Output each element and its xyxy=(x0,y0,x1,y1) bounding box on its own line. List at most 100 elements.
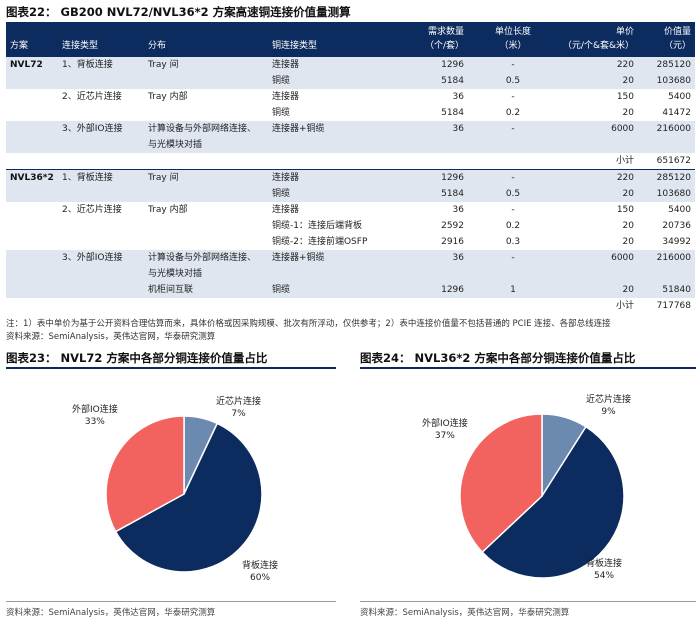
copper-type-cell xyxy=(268,266,398,282)
unit-price-cell: 20 xyxy=(558,186,638,202)
distribution-cell: 机柜间互联 xyxy=(144,282,268,298)
chart24-bottom-rule xyxy=(360,601,696,602)
unit-price-cell: 6000 xyxy=(558,121,638,137)
copper-type-cell: 连接器 xyxy=(268,169,398,186)
quantity-cell: 36 xyxy=(398,250,468,266)
pie-slice-backplane xyxy=(481,425,625,579)
scheme-cell xyxy=(6,266,58,282)
chart23-title: 图表23： NVL72 方案中各部分铜连接价值量占比 xyxy=(6,351,268,365)
unit-price-cell: 150 xyxy=(616,205,634,215)
distribution-cell xyxy=(144,218,268,234)
scheme-cell: NVL36*2 xyxy=(6,169,58,186)
pie-label-percent: 54% xyxy=(594,571,615,581)
pie-label-backplane: 背板连接 60% xyxy=(242,560,278,584)
subtotal-label: 小计 xyxy=(615,301,634,311)
conn-type-cell xyxy=(58,266,144,282)
copper-type-cell: 连接器 xyxy=(268,56,398,73)
unit-length-cell: 0.2 xyxy=(505,221,521,231)
copper-type-cell: 铜缆-2：连接前端OSFP xyxy=(272,237,368,247)
pie-label-percent: 33% xyxy=(84,417,105,427)
copper-type-cell: 铜缆 xyxy=(268,73,398,89)
scheme-cell xyxy=(6,282,58,298)
pie-label-percent: 7% xyxy=(231,409,246,419)
unit-length-cell: 0.5 xyxy=(468,186,558,202)
copper-type-cell: 连接器+铜缆 xyxy=(268,121,398,137)
unit-length-cell xyxy=(468,266,558,282)
copper-type-cell: 铜缆 xyxy=(268,186,398,202)
distribution-cell: Tray 间 xyxy=(144,169,268,186)
chart24-title-rule xyxy=(360,367,696,369)
pie-label-external-io: 外部IO连接 37% xyxy=(422,418,468,442)
quantity-cell: 36 xyxy=(452,205,464,215)
conn-type-cell: 2、近芯片连接 xyxy=(62,92,122,102)
unit-length-cell: - xyxy=(468,250,558,266)
scheme-cell xyxy=(6,202,58,218)
unit-price-cell: 6000 xyxy=(558,250,638,266)
quantity-cell: 36 xyxy=(452,92,464,102)
value-cell: 20736 xyxy=(662,221,691,231)
table-row: 机柜间互联 铜缆 1296 1 20 51840 xyxy=(6,282,695,298)
scheme-cell xyxy=(6,250,58,266)
nvl72-pie-chart xyxy=(105,415,263,573)
distribution-cell xyxy=(144,186,268,202)
header-copper-type-label: 铜连接类型 xyxy=(268,39,398,57)
value-cell: 5400 xyxy=(668,205,691,215)
table-title: 图表22： GB200 NVL72/NVL36*2 方案高速铜连接价值量测算 xyxy=(6,5,351,19)
header-scheme-label: 方案 xyxy=(6,39,58,57)
table-row: 铜缆 5184 0.5 20 103680 xyxy=(6,73,695,89)
pie-label-category: 背板连接 xyxy=(586,559,623,569)
conn-type-cell: 1、背板连接 xyxy=(58,56,144,73)
value-cell: 285120 xyxy=(638,56,695,73)
conn-type-cell xyxy=(58,186,144,202)
unit-price-cell: 20 xyxy=(622,237,634,247)
pie-label-category: 近芯片连接 xyxy=(586,395,632,405)
header-unit-length-unit: （米） xyxy=(468,39,558,57)
quantity-cell: 1296 xyxy=(398,169,468,186)
unit-price-cell xyxy=(558,137,638,153)
unit-length-cell: - xyxy=(468,56,558,73)
quantity-cell: 5184 xyxy=(441,108,464,118)
unit-length-cell: - xyxy=(511,92,515,102)
scheme-cell xyxy=(6,186,58,202)
unit-price-cell: 220 xyxy=(558,169,638,186)
distribution-cell: 与光模块对插 xyxy=(144,266,268,282)
table-row: 铜缆 5184 0.2 20 41472 xyxy=(6,105,695,121)
distribution-cell: Tray 间 xyxy=(144,56,268,73)
header-unit-price: 单价 xyxy=(558,22,638,39)
pie-label-category: 外部IO连接 xyxy=(422,419,468,429)
value-cell xyxy=(638,137,695,153)
unit-length-cell xyxy=(468,137,558,153)
pie-label-near-chip: 近芯片连接 7% xyxy=(216,396,261,420)
distribution-cell: 与光模块对插 xyxy=(144,137,268,153)
copper-type-cell: 铜缆 xyxy=(268,282,398,298)
header-quantity: 需求数量 xyxy=(398,22,468,39)
value-cell: 216000 xyxy=(638,250,695,266)
nvl36-pie-chart xyxy=(459,413,625,579)
header-value: 价值量 xyxy=(638,22,695,39)
quantity-cell: 5184 xyxy=(398,186,468,202)
table-row: NVL36*2 1、背板连接 Tray 间连接器 1296-220 285120 xyxy=(6,169,695,186)
table-row: 铜缆-1：连接后端背板 2592 0.2 20 20736 xyxy=(6,218,695,234)
unit-length-cell: 0.3 xyxy=(505,237,521,247)
conn-type-cell xyxy=(58,218,144,234)
conn-type-cell xyxy=(58,105,144,121)
copper-type-cell xyxy=(268,137,398,153)
pie-label-percent: 60% xyxy=(250,573,271,583)
table-source: 资料来源：SemiAnalysis，英伟达官网，华泰研究测算 xyxy=(6,332,216,342)
quantity-cell: 2592 xyxy=(441,221,464,231)
header-conn-type xyxy=(58,22,144,39)
conn-type-cell: 3、外部IO连接 xyxy=(58,121,144,137)
unit-length-cell: - xyxy=(511,205,515,215)
unit-price-cell: 220 xyxy=(558,56,638,73)
pie-label-backplane: 背板连接 54% xyxy=(586,558,622,582)
header-unit-price-unit: （元/个&套&米） xyxy=(558,39,638,57)
distribution-cell: Tray 内部 xyxy=(148,92,188,102)
unit-price-cell: 150 xyxy=(616,92,634,102)
distribution-cell: 计算设备与外部网络连接、 xyxy=(144,121,268,137)
header-unit-length: 单位长度 xyxy=(468,22,558,39)
subtotal-row: 小计 717768 xyxy=(6,298,695,314)
copper-type-cell: 连接器 xyxy=(272,92,300,102)
conn-type-cell: 2、近芯片连接 xyxy=(62,205,122,215)
pie-slice-backplane xyxy=(114,422,263,573)
table-row: NVL72 1、背板连接 Tray 间连接器 1296-220 285120 xyxy=(6,56,695,73)
